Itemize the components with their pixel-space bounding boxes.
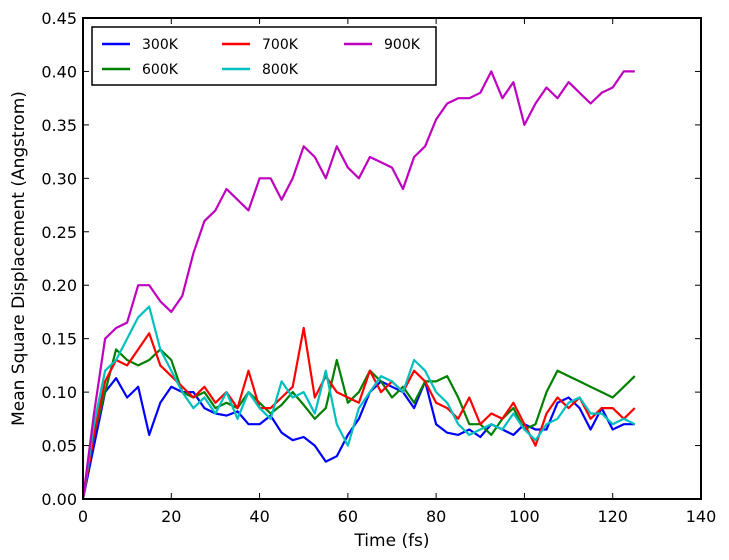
legend: 300K 600K 700K 800K 900K (91, 26, 437, 86)
x-tick-label: 0 (78, 507, 88, 526)
y-tick-label: 0.00 (41, 490, 77, 509)
y-tick-label: 0.05 (41, 437, 77, 456)
legend-box (91, 26, 437, 86)
x-axis-label: Time (fs) (353, 531, 429, 551)
series-line-900k (81, 70, 635, 500)
y-tick-label: 0.30 (41, 169, 77, 188)
legend-label-700k: 700K (262, 37, 299, 53)
x-tick-label: 40 (249, 507, 269, 526)
y-tick-label: 0.40 (41, 62, 77, 81)
y-tick-label: 0.35 (41, 116, 77, 135)
x-tick-label: 120 (597, 507, 628, 526)
x-tick-label: 100 (509, 507, 540, 526)
x-tick-label: 20 (161, 507, 181, 526)
y-tick-label: 0.45 (41, 9, 77, 28)
x-tick-label: 60 (338, 507, 358, 526)
tick-layer: 0 20 40 60 80 100 120 140 0.00 0.05 0.10 0.15 0.20 0.… (41, 9, 716, 526)
y-tick-label: 0.20 (41, 276, 77, 295)
x-tick-label: 140 (686, 507, 717, 526)
series-line-300k (81, 377, 635, 500)
y-tick-label: 0.15 (41, 330, 77, 349)
series-line-800k (81, 305, 636, 500)
legend-label-600k: 600K (142, 62, 179, 78)
y-tick-label: 0.25 (41, 223, 77, 242)
x-tick-label: 80 (426, 507, 446, 526)
y-axis-label: Mean Square Displacement (Angstrom) (9, 91, 29, 426)
series-line-600k (81, 348, 636, 500)
legend-label-900k: 900K (384, 37, 421, 53)
legend-label-800k: 800K (262, 62, 299, 78)
y-tick-label: 0.10 (41, 383, 77, 402)
series-layer (81, 70, 636, 500)
legend-label-300k: 300K (142, 37, 179, 53)
plot-frame (82, 17, 702, 500)
